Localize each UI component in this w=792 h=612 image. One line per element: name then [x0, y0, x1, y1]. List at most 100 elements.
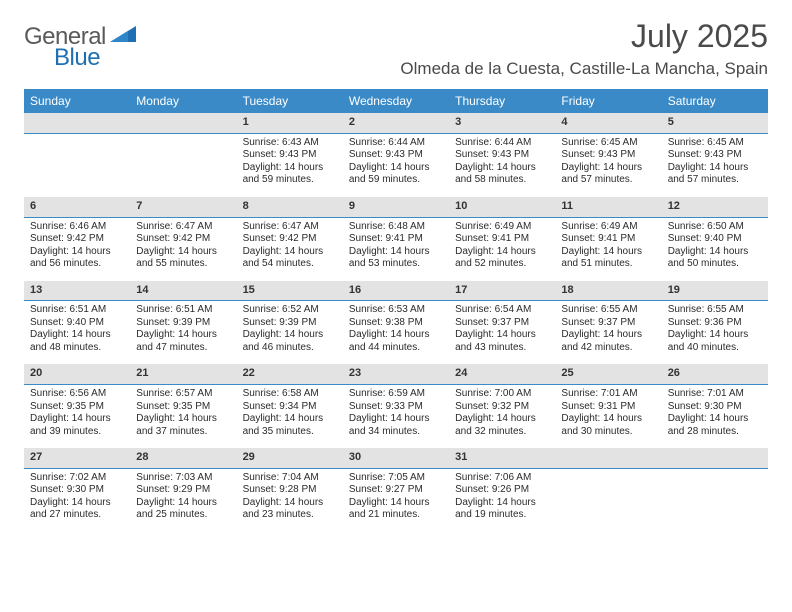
day-content-cell: Sunrise: 6:44 AMSunset: 9:43 PMDaylight:… [343, 134, 449, 197]
day-number: 8 [237, 197, 343, 218]
day-content-row: Sunrise: 6:51 AMSunset: 9:40 PMDaylight:… [24, 301, 768, 364]
day-number-cell: 16 [343, 281, 449, 302]
daylight-line: Daylight: 14 hours and 52 minutes. [455, 246, 549, 271]
day-number-cell [24, 113, 130, 134]
daylight-line: Daylight: 14 hours and 40 minutes. [668, 329, 762, 354]
day-content-cell: Sunrise: 6:55 AMSunset: 9:37 PMDaylight:… [555, 301, 661, 364]
day-body: Sunrise: 6:44 AMSunset: 9:43 PMDaylight:… [343, 134, 449, 197]
sunset-line: Sunset: 9:41 PM [349, 233, 443, 246]
day-number: 30 [343, 448, 449, 469]
day-body: Sunrise: 6:56 AMSunset: 9:35 PMDaylight:… [24, 385, 130, 448]
day-number [555, 448, 661, 469]
day-number-row: 13141516171819 [24, 281, 768, 302]
sunset-line: Sunset: 9:33 PM [349, 401, 443, 414]
logo-text: General Blue [24, 24, 106, 70]
sunset-line: Sunset: 9:39 PM [243, 317, 337, 330]
day-number [662, 448, 768, 469]
calendar-body: 12345Sunrise: 6:43 AMSunset: 9:43 PMDayl… [24, 113, 768, 532]
day-number-cell: 14 [130, 281, 236, 302]
daylight-line: Daylight: 14 hours and 58 minutes. [455, 162, 549, 187]
day-number-cell: 27 [24, 448, 130, 469]
day-body [662, 469, 768, 527]
weekday-header: Sunday [24, 89, 130, 113]
sunset-line: Sunset: 9:42 PM [243, 233, 337, 246]
sunrise-line: Sunrise: 6:56 AM [30, 388, 124, 401]
day-body: Sunrise: 6:48 AMSunset: 9:41 PMDaylight:… [343, 218, 449, 281]
day-number [24, 113, 130, 134]
daylight-line: Daylight: 14 hours and 54 minutes. [243, 246, 337, 271]
daylight-line: Daylight: 14 hours and 21 minutes. [349, 497, 443, 522]
sunset-line: Sunset: 9:43 PM [561, 149, 655, 162]
day-number: 4 [555, 113, 661, 134]
sunset-line: Sunset: 9:28 PM [243, 484, 337, 497]
sunrise-line: Sunrise: 6:58 AM [243, 388, 337, 401]
day-body [24, 134, 130, 192]
daylight-line: Daylight: 14 hours and 34 minutes. [349, 413, 443, 438]
day-body: Sunrise: 6:47 AMSunset: 9:42 PMDaylight:… [237, 218, 343, 281]
sunrise-line: Sunrise: 6:47 AM [243, 221, 337, 234]
calendar-table: SundayMondayTuesdayWednesdayThursdayFrid… [24, 89, 768, 532]
day-body: Sunrise: 7:00 AMSunset: 9:32 PMDaylight:… [449, 385, 555, 448]
sunset-line: Sunset: 9:43 PM [349, 149, 443, 162]
day-content-row: Sunrise: 6:43 AMSunset: 9:43 PMDaylight:… [24, 134, 768, 197]
daylight-line: Daylight: 14 hours and 25 minutes. [136, 497, 230, 522]
sunrise-line: Sunrise: 7:03 AM [136, 472, 230, 485]
day-body: Sunrise: 6:57 AMSunset: 9:35 PMDaylight:… [130, 385, 236, 448]
day-number-cell: 4 [555, 113, 661, 134]
day-content-cell: Sunrise: 7:01 AMSunset: 9:30 PMDaylight:… [662, 385, 768, 448]
sunset-line: Sunset: 9:32 PM [455, 401, 549, 414]
weekday-header: Friday [555, 89, 661, 113]
daylight-line: Daylight: 14 hours and 19 minutes. [455, 497, 549, 522]
day-number-cell: 28 [130, 448, 236, 469]
day-number: 15 [237, 281, 343, 302]
day-number: 3 [449, 113, 555, 134]
day-number-cell: 23 [343, 364, 449, 385]
sunset-line: Sunset: 9:30 PM [30, 484, 124, 497]
daylight-line: Daylight: 14 hours and 44 minutes. [349, 329, 443, 354]
sunrise-line: Sunrise: 6:59 AM [349, 388, 443, 401]
daylight-line: Daylight: 14 hours and 59 minutes. [349, 162, 443, 187]
day-number: 7 [130, 197, 236, 218]
day-number: 11 [555, 197, 661, 218]
day-content-cell: Sunrise: 7:06 AMSunset: 9:26 PMDaylight:… [449, 469, 555, 532]
sunset-line: Sunset: 9:37 PM [561, 317, 655, 330]
sunset-line: Sunset: 9:40 PM [30, 317, 124, 330]
day-content-cell: Sunrise: 6:45 AMSunset: 9:43 PMDaylight:… [555, 134, 661, 197]
day-content-cell: Sunrise: 7:04 AMSunset: 9:28 PMDaylight:… [237, 469, 343, 532]
day-body: Sunrise: 6:44 AMSunset: 9:43 PMDaylight:… [449, 134, 555, 197]
day-number-cell: 19 [662, 281, 768, 302]
day-number-row: 20212223242526 [24, 364, 768, 385]
day-number-cell: 22 [237, 364, 343, 385]
sunrise-line: Sunrise: 7:06 AM [455, 472, 549, 485]
sunset-line: Sunset: 9:42 PM [136, 233, 230, 246]
day-number-cell [555, 448, 661, 469]
day-body: Sunrise: 7:05 AMSunset: 9:27 PMDaylight:… [343, 469, 449, 532]
daylight-line: Daylight: 14 hours and 35 minutes. [243, 413, 337, 438]
sunset-line: Sunset: 9:43 PM [668, 149, 762, 162]
day-content-row: Sunrise: 6:46 AMSunset: 9:42 PMDaylight:… [24, 218, 768, 281]
day-content-cell: Sunrise: 6:59 AMSunset: 9:33 PMDaylight:… [343, 385, 449, 448]
sunset-line: Sunset: 9:27 PM [349, 484, 443, 497]
logo-triangle-icon [110, 24, 138, 49]
day-body: Sunrise: 6:54 AMSunset: 9:37 PMDaylight:… [449, 301, 555, 364]
day-body: Sunrise: 6:47 AMSunset: 9:42 PMDaylight:… [130, 218, 236, 281]
day-number-cell: 8 [237, 197, 343, 218]
day-number-cell: 3 [449, 113, 555, 134]
month-title: July 2025 [400, 18, 768, 55]
day-number: 16 [343, 281, 449, 302]
day-content-cell: Sunrise: 7:00 AMSunset: 9:32 PMDaylight:… [449, 385, 555, 448]
day-number-cell: 21 [130, 364, 236, 385]
day-number: 12 [662, 197, 768, 218]
day-number-cell: 25 [555, 364, 661, 385]
sunrise-line: Sunrise: 6:47 AM [136, 221, 230, 234]
sunrise-line: Sunrise: 6:44 AM [455, 137, 549, 150]
day-content-cell: Sunrise: 6:57 AMSunset: 9:35 PMDaylight:… [130, 385, 236, 448]
sunrise-line: Sunrise: 7:04 AM [243, 472, 337, 485]
sunset-line: Sunset: 9:35 PM [136, 401, 230, 414]
sunrise-line: Sunrise: 7:01 AM [668, 388, 762, 401]
sunset-line: Sunset: 9:29 PM [136, 484, 230, 497]
daylight-line: Daylight: 14 hours and 55 minutes. [136, 246, 230, 271]
daylight-line: Daylight: 14 hours and 46 minutes. [243, 329, 337, 354]
day-number-cell [662, 448, 768, 469]
sunset-line: Sunset: 9:34 PM [243, 401, 337, 414]
